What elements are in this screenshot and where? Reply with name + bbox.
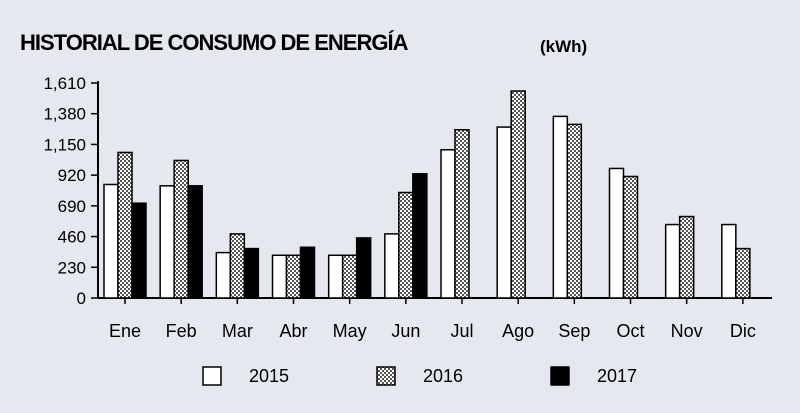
bar-2017-Ene [131,202,147,299]
x-tick-label: Ago [502,321,534,341]
legend-label-2015: 2015 [249,366,289,386]
legend-label-2016: 2016 [423,366,463,386]
chart-unit: (kWh) [540,37,588,56]
bar-2016-Ago [510,90,526,299]
bar-2016-Sep [566,123,583,299]
bar-2015-Dic [721,223,737,299]
x-tick-label: Abr [279,321,307,341]
bar-2015-Sep [552,115,569,299]
legend-label-2017: 2017 [597,366,637,386]
y-tick-label: 460 [58,228,86,247]
chart-title: HISTORIAL DE CONSUMO DE ENERGÍA [20,30,408,55]
bar-2016-Jul [454,128,470,299]
bar-2017-May [355,237,372,299]
x-tick-label: Feb [166,321,197,341]
x-tick-label: Sep [558,321,590,341]
y-tick-label: 1,610 [43,74,86,93]
bar-2017-Jun [412,173,428,299]
y-tick-label: 230 [58,258,86,277]
bar-2016-Dic [735,247,751,299]
bar-2016-May [341,254,358,299]
bar-2015-May [327,254,344,299]
bar-2017-Mar [243,247,260,299]
x-tick-label: Nov [671,321,703,341]
bar-2016-Feb [173,159,189,299]
x-tick-label: Oct [616,321,644,341]
y-tick-label: 0 [77,289,86,308]
legend-swatch-2015 [202,366,222,386]
bar-2016-Jun [398,191,414,299]
bar-2015-Oct [608,167,625,299]
x-tick-label: Dic [730,321,756,341]
bar-2015-Ene [103,183,119,299]
x-tick-label: May [333,321,367,341]
bar-2017-Abr [299,246,316,299]
bar-2015-Mar [215,251,232,299]
y-tick-label: 690 [58,197,86,216]
bar-2017-Feb [187,185,203,299]
legend-swatch-2016 [376,366,396,386]
bar-2016-Abr [285,254,302,299]
bar-2015-Nov [664,223,681,299]
x-tick-label: Mar [222,321,253,341]
y-tick-label: 1,150 [43,135,86,154]
legend-swatch-2017 [550,366,570,386]
bar-2015-Feb [159,185,175,299]
bar-2016-Oct [622,175,639,299]
bar-2015-Jun [384,233,400,299]
x-tick-label: Jul [450,321,473,341]
bar-2016-Nov [678,215,695,299]
bar-2015-Abr [271,254,288,299]
bar-2015-Ago [496,126,512,299]
bar-2016-Mar [229,233,246,299]
y-tick-label: 1,380 [43,105,86,124]
bar-2016-Ene [117,151,133,299]
y-tick-label: 920 [58,166,86,185]
bar-2015-Jul [440,149,456,299]
x-tick-label: Ene [109,321,141,341]
x-tick-label: Jun [391,321,420,341]
